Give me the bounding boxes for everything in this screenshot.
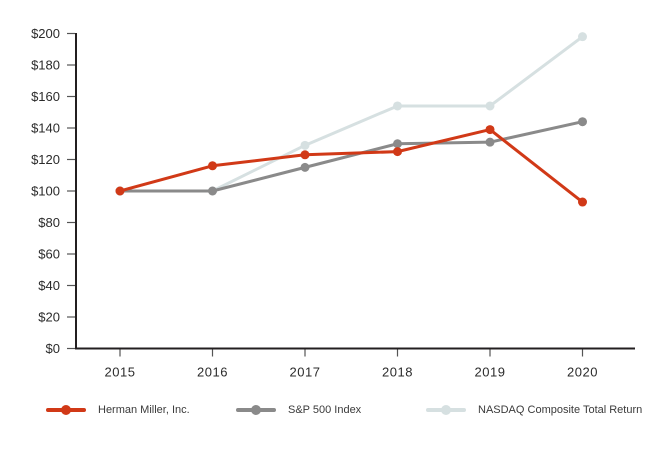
y-axis-tick-label: $160 <box>31 89 60 104</box>
legend-item: NASDAQ Composite Total Return <box>426 400 642 420</box>
data-point <box>208 186 217 196</box>
legend-marker-icon <box>426 405 466 415</box>
y-axis-tick-label: $140 <box>31 121 60 136</box>
x-axis-tick-label: 2016 <box>197 365 228 380</box>
data-point <box>393 101 402 111</box>
legend-marker-icon <box>46 405 86 415</box>
y-axis-tick-label: $80 <box>38 215 60 230</box>
data-point <box>578 117 587 127</box>
y-axis-tick-label: $60 <box>38 247 60 262</box>
x-axis-tick-label: 2018 <box>382 365 413 380</box>
x-axis-tick-label: 2017 <box>290 365 321 380</box>
data-point <box>485 137 495 147</box>
series-line <box>118 128 584 204</box>
chart-legend: Herman Miller, Inc. S&P 500 Index NASDAQ C… <box>0 400 661 424</box>
y-axis-tick-label: $120 <box>31 152 60 167</box>
data-point <box>485 101 495 111</box>
y-axis-tick-label: $200 <box>31 26 60 41</box>
legend-item: Herman Miller, Inc. <box>46 400 190 420</box>
data-point <box>300 140 310 150</box>
y-axis-tick-label: $100 <box>31 184 60 199</box>
data-point <box>578 197 587 207</box>
y-axis-tick-label: $20 <box>38 310 60 325</box>
data-point <box>578 32 587 42</box>
y-axis-tick-label: $0 <box>46 341 60 356</box>
legend-label: Herman Miller, Inc. <box>98 404 190 416</box>
legend-label: NASDAQ Composite Total Return <box>478 404 643 416</box>
data-point <box>300 162 310 172</box>
data-point <box>208 161 217 171</box>
x-axis-tick-label: 2015 <box>105 365 136 380</box>
legend-marker-icon <box>236 405 276 415</box>
data-point <box>393 139 402 149</box>
data-point <box>300 150 310 160</box>
series-line <box>118 120 584 193</box>
legend-label: S&P 500 Index <box>288 404 362 416</box>
data-point <box>115 186 125 196</box>
chart-plot-area: $0 $20 $40 $60 $80 $100 $120 $140 $160 $180 $200 20… <box>31 26 635 380</box>
series-line <box>118 35 584 193</box>
data-point <box>393 147 402 157</box>
legend-item: S&P 500 Index <box>236 400 361 420</box>
x-axis-tick-label: 2020 <box>567 365 598 380</box>
x-axis-tick-label: 2019 <box>475 365 506 380</box>
y-axis-tick-label: $40 <box>38 278 60 293</box>
y-axis-tick-label: $180 <box>31 58 60 73</box>
data-point <box>485 125 495 135</box>
